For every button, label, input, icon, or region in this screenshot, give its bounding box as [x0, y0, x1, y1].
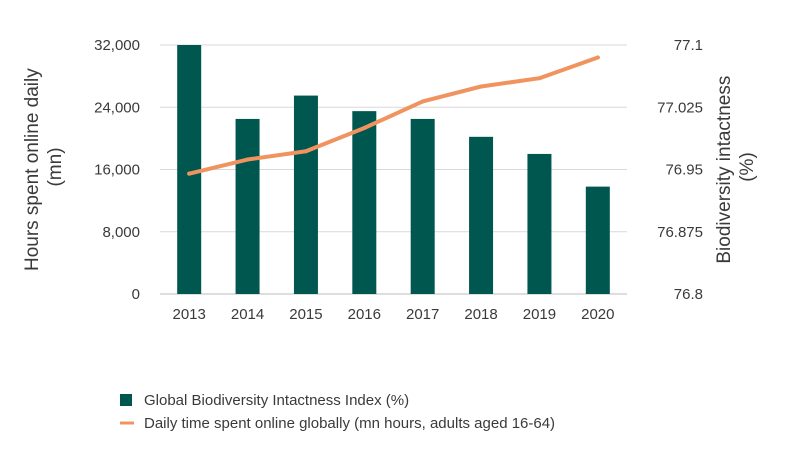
legend-bar-swatch: [120, 394, 132, 406]
line-point: [420, 99, 425, 104]
legend-bar-label: Global Biodiversity Intactness Index (%): [144, 392, 409, 409]
left-axis-ticks: 0 8,000 16,000 24,000 32,000: [94, 37, 140, 303]
x-tick-label: 2018: [464, 306, 497, 323]
line-point: [537, 76, 542, 81]
line-point: [303, 149, 308, 154]
right-tick-label: 76.875: [657, 224, 703, 241]
x-tick-label: 2017: [406, 306, 439, 323]
bar: [293, 95, 318, 294]
left-axis-title-line-1: Hours spent online daily: [22, 68, 43, 271]
right-axis-title-line-1: Biodiversity intactness: [714, 76, 735, 264]
bar: [469, 136, 494, 294]
legend: Global Biodiversity Intactness Index (%)…: [120, 392, 555, 432]
bar: [585, 186, 610, 294]
legend-line-label: Daily time spent online globally (mn hou…: [144, 415, 555, 432]
left-axis-title-line-2: (mn): [45, 147, 66, 186]
left-axis-title: Hours spent online daily (mn): [22, 63, 66, 271]
line-path: [187, 55, 600, 176]
right-tick-label: 76.8: [674, 286, 703, 303]
x-tick-label: 2014: [231, 306, 264, 323]
right-tick-label: 77.025: [657, 99, 703, 116]
x-tick-label: 2013: [173, 306, 206, 323]
x-tick-label: 2020: [581, 306, 614, 323]
line-point: [362, 126, 367, 130]
line-point: [245, 157, 250, 162]
right-tick-label: 77.1: [674, 37, 703, 54]
left-tick-label: 24,000: [94, 99, 140, 116]
right-axis-title-line-2: (%): [737, 152, 758, 182]
x-tick-label: 2015: [289, 306, 322, 323]
bar: [177, 45, 202, 294]
gridlines: [160, 44, 627, 295]
bar: [527, 153, 552, 294]
line-point: [479, 84, 484, 89]
bar-series: [177, 45, 610, 294]
bar: [410, 118, 435, 294]
right-axis-title: Biodiversity intactness (%): [714, 70, 758, 263]
bar: [235, 118, 260, 294]
x-axis-ticks: 2013 2014 2015 2016 2017 2018 2019 2020: [173, 306, 615, 323]
line-series: [187, 55, 600, 176]
right-axis-ticks: 76.8 76.875 76.95 77.025 77.1: [657, 37, 703, 303]
line-point: [595, 55, 600, 60]
x-tick-label: 2016: [348, 306, 381, 323]
left-tick-label: 32,000: [94, 37, 140, 54]
bar: [352, 111, 377, 294]
x-tick-label: 2019: [523, 306, 556, 323]
line-point: [187, 171, 192, 176]
left-tick-label: 8,000: [102, 224, 140, 241]
left-tick-label: 0: [132, 286, 140, 303]
left-tick-label: 16,000: [94, 162, 140, 179]
right-tick-label: 76.95: [665, 162, 703, 179]
